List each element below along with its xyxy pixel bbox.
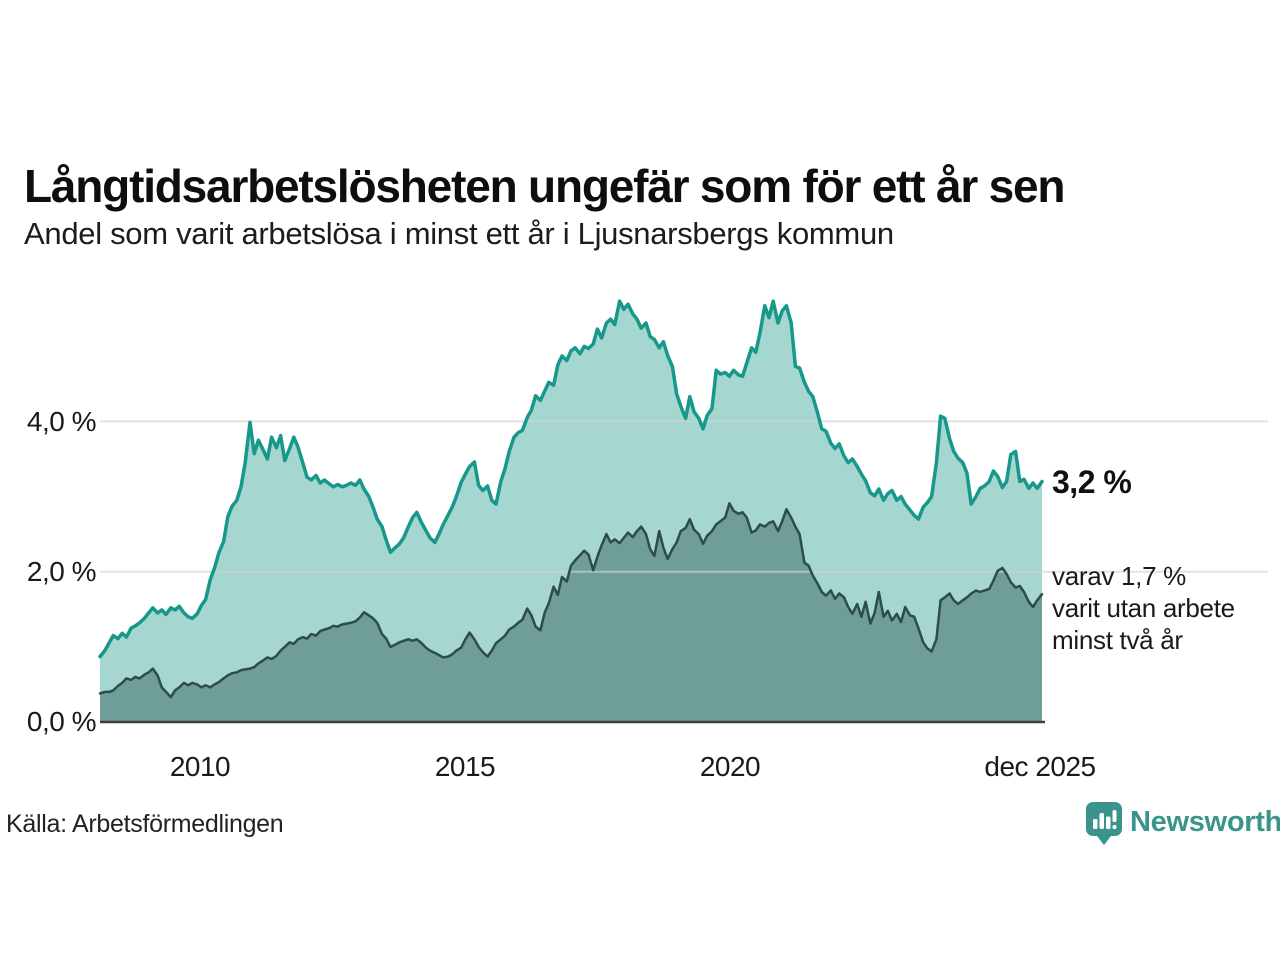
secondary-value-annotation: varav 1,7 % varit utan arbete minst två … (1052, 560, 1235, 656)
latest-value-annotation: 3,2 % (1052, 464, 1132, 500)
y-axis-tick-label-0: 0,0 % (26, 706, 97, 737)
y-axis-tick-label-4: 4,0 % (26, 406, 97, 437)
x-axis-tick-label-dec-2025: dec 2025 (984, 751, 1096, 782)
newsworthy-logo-text: Newsworthy (1130, 806, 1280, 838)
chart-subtitle: Andel som varit arbetslösa i minst ett å… (24, 216, 894, 251)
source-note: Källa: Arbetsförmedlingen (6, 810, 284, 838)
secondary-annotation-line-2: varit utan arbete (1052, 593, 1235, 623)
x-axis-tick-label-2020: 2020 (699, 751, 761, 782)
newsworthy-logo-icon (1086, 802, 1122, 845)
x-axis-tick-label-2010: 2010 (169, 751, 231, 782)
chart-title: Långtidsarbetslösheten ungefär som för e… (24, 159, 1066, 212)
newsworthy-logo: Newsworthy (1086, 802, 1280, 846)
secondary-annotation-line-1: varav 1,7 % (1052, 561, 1186, 591)
x-axis-tick-label-2015: 2015 (434, 751, 496, 782)
y-axis-tick-label-2: 2,0 % (26, 556, 97, 587)
secondary-annotation-line-3: minst två år (1052, 625, 1183, 655)
